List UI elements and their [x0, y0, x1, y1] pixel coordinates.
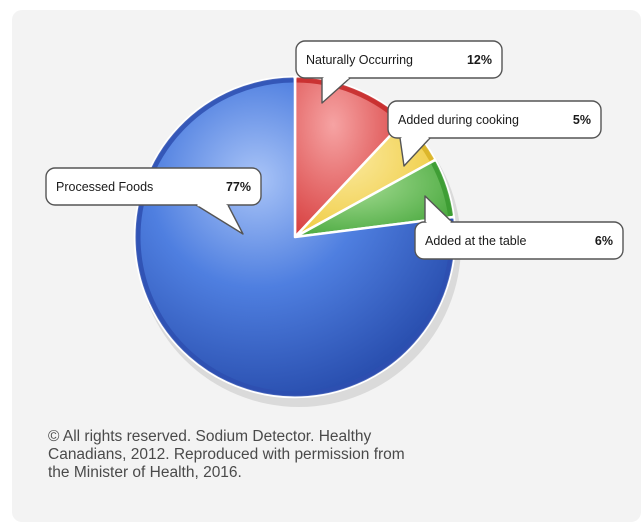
callout-box — [414, 221, 624, 260]
callout-box — [295, 40, 503, 79]
caption-line: Canadians, 2012. Reproduced with permiss… — [48, 446, 405, 463]
callout-box — [387, 100, 602, 139]
callout-value: 5% — [573, 113, 591, 127]
pie-callouts: Naturally Occurring 12% Added during cooki… — [45, 40, 624, 260]
caption-line: © All rights reserved. Sodium Detector. … — [48, 428, 372, 445]
callout-pointer — [321, 77, 351, 104]
callout-processed-foods: Processed Foods 77% — [45, 167, 262, 235]
callout-value: 12% — [467, 53, 492, 67]
callout-pointer — [424, 195, 453, 223]
callout-box — [45, 167, 262, 206]
slice-added-at-the-table-rim — [431, 161, 454, 217]
callout-pointer — [195, 204, 244, 235]
callout-label: Added during cooking — [398, 113, 519, 127]
slice-processed-foods — [133, 75, 457, 399]
callout-label: Processed Foods — [56, 180, 153, 194]
callout-added-during-cooking: Added during cooking 5% — [387, 100, 602, 167]
callout-label: Added at the table — [425, 234, 527, 248]
copyright-caption: © All rights reserved. Sodium Detector. … — [48, 428, 488, 482]
callout-value: 6% — [595, 234, 613, 248]
callout-label: Naturally Occurring — [306, 53, 413, 67]
pie-slices — [133, 75, 461, 407]
callout-naturally-occurring: Naturally Occurring 12% — [295, 40, 503, 104]
callout-added-at-the-table: Added at the table 6% — [414, 195, 624, 260]
callout-pointer — [399, 137, 431, 167]
slice-processed-foods-rim — [135, 77, 455, 397]
callout-value: 77% — [226, 180, 251, 194]
caption-line: the Minister of Health, 2016. — [48, 464, 242, 481]
